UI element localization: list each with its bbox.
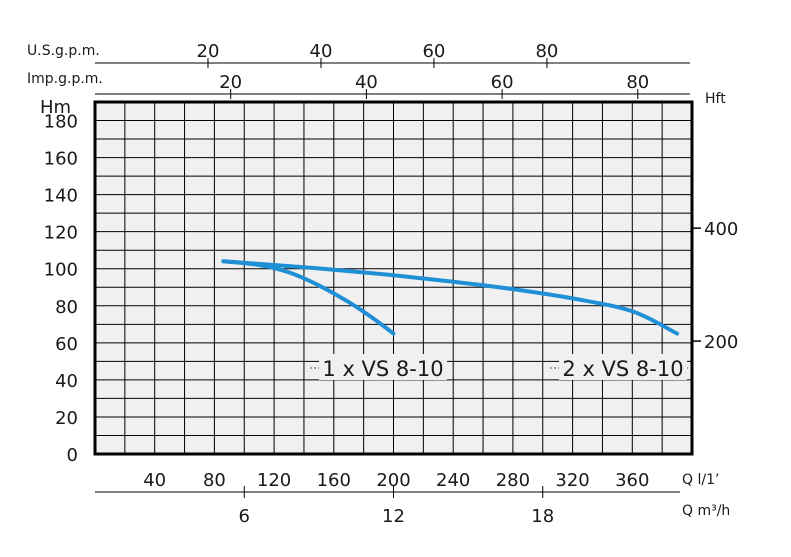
- right-tick-label: 400: [704, 219, 738, 240]
- series-curves: [221, 259, 680, 336]
- top-impgpm-label: Imp.g.p.m.: [27, 71, 103, 87]
- top-impgpm-tick-label: 40: [355, 72, 378, 93]
- left-tick-label: 80: [55, 297, 78, 318]
- bottom-m3h-tick-label: 18: [531, 506, 554, 527]
- bottom-lpm-tick-label: 200: [376, 470, 410, 491]
- top-usgpm-tick-label: 40: [310, 41, 333, 62]
- bottom-lpm-tick-label: 360: [615, 470, 649, 491]
- bottom-m3h-tick-label: 6: [239, 506, 250, 527]
- bottom-m3h-label: Q m³/h: [682, 503, 730, 519]
- top-usgpm-tick-label: 20: [197, 41, 220, 62]
- bottom-lpm-tick-label: 240: [436, 470, 470, 491]
- series-label-2: 2 x VS 8-10: [562, 357, 683, 381]
- top-impgpm-tick-label: 80: [626, 72, 649, 93]
- series-labels: 1 x VS 8-10 2 x VS 8-10: [310, 354, 690, 381]
- left-tick-label: 120: [44, 223, 78, 244]
- plot-frame: [93, 100, 694, 456]
- bottom-lpm-tick-label: 40: [143, 470, 166, 491]
- left-tick-label: 0: [67, 445, 78, 466]
- left-tick-label: 40: [55, 371, 78, 392]
- right-tick-label: 200: [704, 332, 738, 353]
- series-label-1: 1 x VS 8-10: [322, 357, 443, 381]
- left-tick-label: 160: [44, 149, 78, 170]
- bottom-lpm-tick-label: 80: [203, 470, 226, 491]
- series-label-background: [319, 354, 447, 380]
- left-tick-label: 180: [44, 112, 78, 133]
- bottom-m3h-tick-label: 12: [382, 506, 405, 527]
- left-tick-label: 100: [44, 260, 78, 281]
- series-curve-2: [221, 259, 680, 336]
- bottom-lpm-tick-label: 160: [317, 470, 351, 491]
- grid: [95, 102, 692, 454]
- right-axis-label: Hft: [705, 91, 726, 107]
- bottom-lpm-label: Q l/1’: [682, 472, 719, 488]
- bottom-lpm-tick-label: 320: [555, 470, 589, 491]
- top-impgpm-tick-label: 60: [491, 72, 514, 93]
- left-tick-label: 140: [44, 186, 78, 207]
- top-usgpm-tick-label: 60: [422, 41, 445, 62]
- bottom-lpm-tick-label: 120: [257, 470, 291, 491]
- top-usgpm-label: U.S.g.p.m.: [27, 43, 100, 59]
- top-usgpm-tick-label: 80: [535, 41, 558, 62]
- tick-labels: 0 20 40 60 80 100 120 140 160 180 200 400 40 80 120 160…: [44, 41, 739, 527]
- left-axis-label: Hm: [40, 97, 71, 118]
- axis-lines: [95, 62, 690, 493]
- series-label-background: [559, 354, 687, 380]
- bottom-lpm-tick-label: 280: [496, 470, 530, 491]
- left-tick-label: 60: [55, 334, 78, 355]
- top-impgpm-tick-label: 20: [219, 72, 242, 93]
- left-tick-label: 20: [55, 408, 78, 429]
